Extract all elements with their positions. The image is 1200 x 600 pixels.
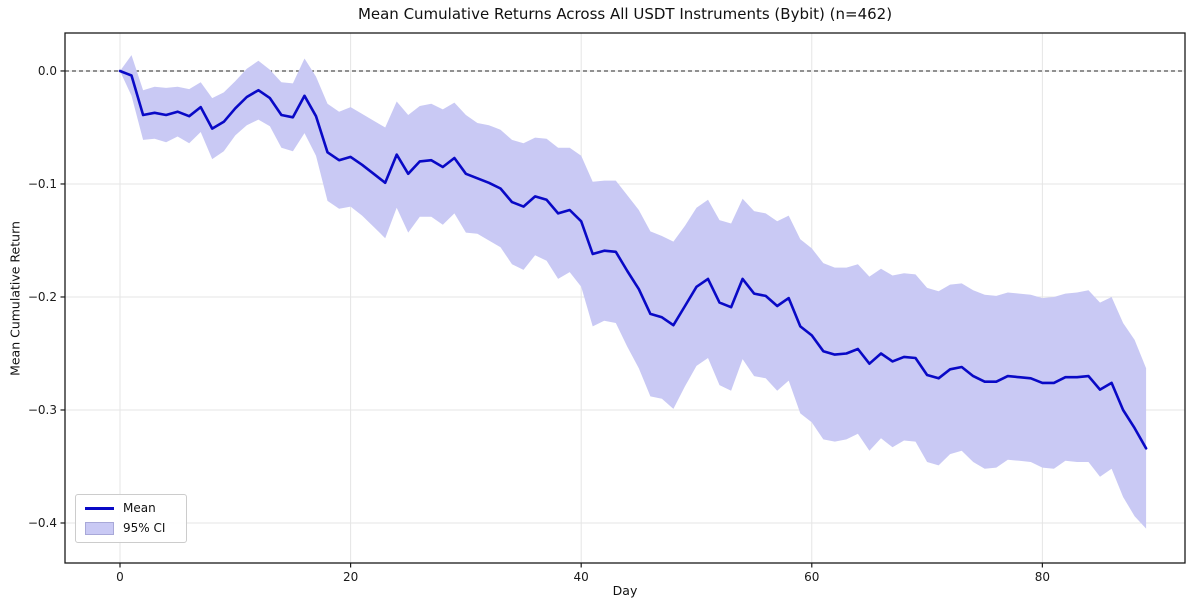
y-tick-label: −0.1 [28, 177, 57, 191]
y-tick-label: −0.3 [28, 403, 57, 417]
ci-band [120, 55, 1147, 529]
plot-spines [64, 32, 1186, 564]
y-tick-label: 0.0 [38, 64, 57, 78]
mean-line [118, 69, 1148, 450]
legend-mean-line-swatch [85, 507, 114, 510]
legend-ci-label: 95% CI [123, 521, 166, 535]
x-tick-label: 40 [574, 570, 589, 584]
legend-entry-ci: 95% CI [85, 522, 177, 535]
y-tick-label: −0.4 [28, 516, 57, 530]
chart-title: Mean Cumulative Returns Across All USDT … [357, 5, 893, 23]
x-tick-label: 80 [1035, 570, 1050, 584]
x-axis-label: Day [612, 583, 638, 598]
legend-entry-mean: Mean [85, 502, 177, 515]
legend-ci-band-swatch [85, 522, 114, 535]
x-tick-label: 60 [804, 570, 819, 584]
x-tick-label: 0 [116, 570, 124, 584]
legend: Mean 95% CI [75, 494, 187, 543]
legend-mean-label: Mean [123, 501, 156, 515]
y-tick-label: −0.2 [28, 290, 57, 304]
x-tick-label: 20 [343, 570, 358, 584]
